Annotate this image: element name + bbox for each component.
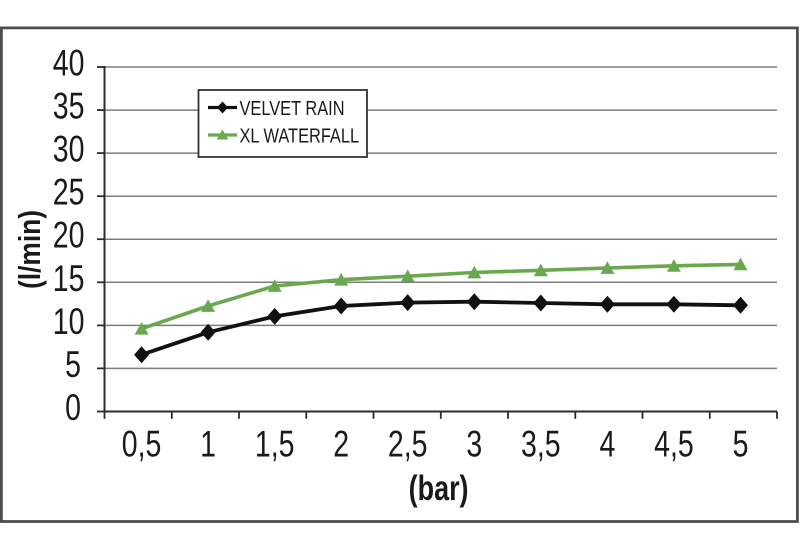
svg-text:40: 40 (53, 42, 85, 83)
svg-text:0,5: 0,5 (122, 423, 162, 464)
svg-text:2,5: 2,5 (388, 423, 428, 464)
svg-text:(l/min): (l/min) (13, 210, 47, 289)
svg-text:3,5: 3,5 (521, 423, 561, 464)
svg-text:10: 10 (53, 300, 85, 341)
svg-text:1: 1 (200, 423, 216, 464)
svg-text:20: 20 (53, 214, 85, 255)
svg-text:2: 2 (333, 423, 349, 464)
svg-text:30: 30 (53, 128, 85, 169)
svg-text:VELVET RAIN: VELVET RAIN (240, 96, 345, 119)
svg-text:15: 15 (53, 257, 85, 298)
svg-text:1,5: 1,5 (255, 423, 295, 464)
svg-text:(bar): (bar) (409, 469, 469, 508)
svg-text:35: 35 (53, 85, 85, 126)
svg-text:4: 4 (599, 423, 615, 464)
svg-text:5: 5 (733, 423, 749, 464)
svg-text:25: 25 (53, 171, 85, 212)
svg-text:3: 3 (466, 423, 482, 464)
svg-text:0: 0 (65, 386, 81, 427)
svg-text:XL WATERFALL: XL WATERFALL (240, 124, 360, 147)
svg-text:5: 5 (65, 343, 81, 384)
svg-text:4,5: 4,5 (654, 423, 694, 464)
